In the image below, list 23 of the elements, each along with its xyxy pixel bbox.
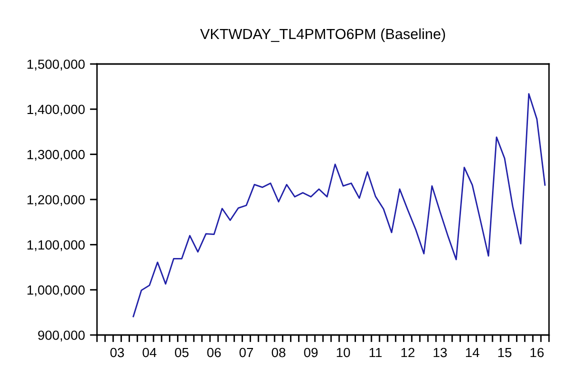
y-tick-label: 1,000,000 bbox=[28, 285, 85, 296]
x-tick-label: 13 bbox=[434, 348, 447, 358]
x-tick-label: 04 bbox=[142, 348, 156, 358]
x-tick-label: 15 bbox=[498, 348, 512, 358]
x-tick-label: 08 bbox=[272, 348, 286, 358]
x-tick-label: 16 bbox=[530, 348, 544, 358]
x-tick-label: 03 bbox=[110, 348, 124, 358]
y-tick-label: 900,000 bbox=[38, 330, 85, 342]
chart-title: VKTWDAY_TL4PMTO6PM (Baseline) bbox=[200, 28, 446, 42]
x-tick-label: 07 bbox=[240, 348, 253, 358]
y-tick-label: 1,100,000 bbox=[28, 240, 85, 252]
x-tick-label: 10 bbox=[336, 348, 350, 358]
x-tick-label: 12 bbox=[401, 348, 414, 358]
x-tick-label: 14 bbox=[466, 348, 480, 358]
line-series bbox=[132, 93, 546, 318]
y-tick-label: 1,200,000 bbox=[28, 195, 85, 206]
y-tick-label: 1,500,000 bbox=[28, 60, 85, 70]
x-tick-label: 09 bbox=[304, 348, 318, 358]
y-tick-label: 1,400,000 bbox=[28, 104, 85, 116]
x-tick-label: 06 bbox=[207, 348, 221, 358]
x-tick-label: 11 bbox=[370, 348, 382, 358]
x-tick-label: 05 bbox=[174, 348, 189, 358]
y-tick-label: 1,300,000 bbox=[28, 150, 85, 161]
